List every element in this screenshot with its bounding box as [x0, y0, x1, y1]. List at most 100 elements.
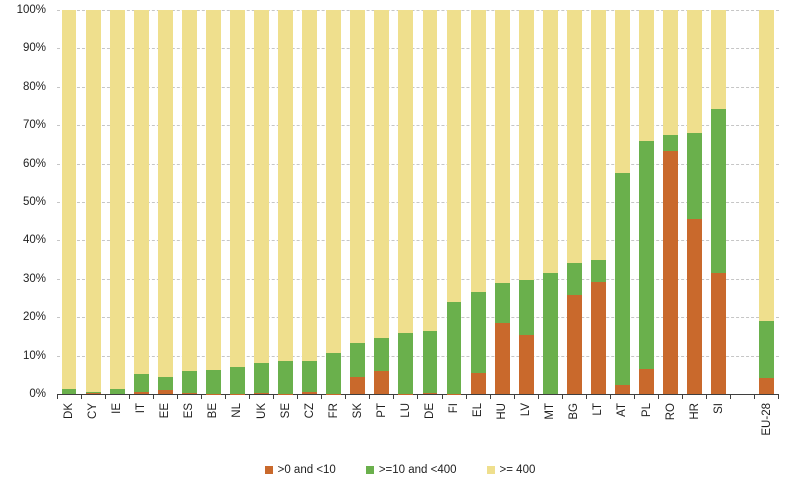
- gridline-60pct: [57, 163, 779, 165]
- x-tick-label-es: ES: [183, 403, 196, 419]
- segment-fr-series-2: [326, 10, 342, 353]
- segment-ee-series-2: [157, 10, 173, 377]
- bar-slot-cz: CZ: [298, 10, 323, 418]
- bar-slot-lv: LV: [514, 10, 539, 416]
- gridline-20pct: [57, 317, 779, 319]
- bar-slot-se: SE: [274, 10, 299, 418]
- segment-at-series-0: [615, 385, 630, 394]
- segment-cy-series-0: [85, 393, 101, 394]
- segment-hr-series-1: [687, 132, 703, 219]
- segment-es-series-2: [181, 10, 197, 371]
- gridline-50pct: [57, 202, 779, 203]
- segment-mt-series-1: [542, 273, 558, 394]
- segment-es-series-0: [181, 392, 197, 394]
- bar-slot-uk: UK: [250, 10, 275, 419]
- bar-fr: [326, 10, 342, 394]
- segment-cz-series-1: [302, 360, 318, 393]
- segment-eu-28-series-2: [759, 10, 775, 322]
- segment-lv-series-0: [518, 335, 534, 394]
- segment-pt-series-0: [374, 370, 390, 394]
- x-tick-label-lu: LU: [399, 403, 412, 418]
- bar-slot-mt: MT: [538, 10, 563, 420]
- bar-be: [205, 10, 221, 394]
- bar-slot-sk: SK: [346, 10, 371, 418]
- bar-slot-hu: HU: [490, 10, 515, 420]
- x-tick-label-bg: BG: [568, 403, 581, 420]
- segment-el-series-2: [470, 10, 486, 293]
- y-tick-label: 0%: [29, 388, 46, 400]
- segment-se-series-1: [278, 361, 294, 394]
- bar-series-container: DK CY IE IT EE ES BE NL UK SE CZ FR SK PT LU DE FI EL HU LV…: [57, 10, 780, 436]
- x-tick-label-se: SE: [279, 403, 292, 419]
- segment-pl-series-0: [639, 369, 654, 394]
- segment-nl-series-2: [230, 10, 245, 367]
- legend-label: >0 and <10: [277, 464, 336, 476]
- legend: >0 and <10 >=10 and <400 >= 400: [0, 464, 800, 476]
- segment-pl-series-1: [639, 141, 654, 370]
- segment-hu-series-2: [494, 10, 510, 284]
- legend-label: >=10 and <400: [378, 464, 457, 476]
- segment-fi-series-1: [446, 301, 462, 394]
- bar-slot-cy: CY: [81, 10, 106, 419]
- segment-el-series-1: [470, 292, 486, 373]
- segment-bg-series-0: [566, 295, 582, 394]
- segment-hr-series-0: [687, 218, 703, 394]
- segment-lv-series-1: [518, 279, 534, 336]
- bar-slot-at: AT: [610, 10, 636, 417]
- bar-uk: [254, 10, 269, 394]
- bar-slot-ie: IE: [105, 10, 130, 414]
- bar-slot-ro: RO: [659, 10, 684, 420]
- segment-fr-series-1: [326, 352, 342, 394]
- segment-be-series-2: [205, 10, 221, 370]
- segment-dk-series-2: [61, 10, 77, 390]
- bar-de: [422, 10, 438, 394]
- bar-ee: [157, 10, 173, 394]
- bar-slot-pl: PL: [635, 10, 660, 417]
- gridline-30pct: [57, 278, 779, 280]
- segment-ee-series-0: [157, 390, 173, 394]
- x-tick-label-hu: HU: [496, 403, 509, 420]
- segment-de-series-1: [422, 331, 438, 394]
- segment-at-series-2: [615, 10, 630, 174]
- segment-ro-series-2: [663, 10, 679, 136]
- segment-eu-28-series-0: [759, 378, 775, 394]
- bar-ro: [663, 10, 679, 394]
- legend-item-1: >=10 and <400: [365, 464, 457, 476]
- plot-area: DK CY IE IT EE ES BE NL UK SE CZ FR SK PT LU DE FI EL HU LV…: [57, 10, 780, 436]
- bar-lv: [518, 10, 534, 394]
- legend-item-0: >0 and <10: [264, 464, 336, 476]
- segment-cy-series-1: [85, 392, 101, 394]
- segment-lu-series-2: [398, 10, 414, 334]
- segment-se-series-2: [278, 10, 294, 362]
- y-axis-labels: 100% 90% 80% 70% 60% 50% 40% 30% 20% 10% 0%: [0, 4, 50, 400]
- segment-hu-series-0: [494, 322, 510, 394]
- x-tick-label-be: BE: [207, 403, 220, 419]
- bar-lu: [398, 10, 414, 394]
- segment-ie-series-2: [109, 10, 125, 390]
- bar-pt: [374, 10, 390, 394]
- segment-ro-series-1: [663, 135, 679, 152]
- bar-slot-pt: PT: [370, 10, 395, 418]
- segment-de-series-0: [422, 393, 438, 394]
- x-tick-label-lt: LT: [592, 403, 605, 416]
- segment-dk-series-1: [61, 389, 77, 394]
- segment-be-series-1: [205, 369, 221, 394]
- bar-slot-el: EL: [466, 10, 491, 417]
- bar-slot-fi: FI: [442, 10, 467, 413]
- segment-es-series-1: [181, 370, 197, 393]
- segment-ro-series-0: [663, 151, 679, 394]
- x-tick-label-el: EL: [472, 403, 485, 418]
- bar-slot-ee: EE: [153, 10, 178, 418]
- segment-sk-series-1: [350, 342, 366, 378]
- bar-slot-si: SI: [707, 10, 732, 414]
- segment-lt-series-0: [590, 282, 606, 394]
- y-tick-label: 100%: [16, 4, 46, 16]
- segment-si-series-1: [711, 109, 727, 274]
- segment-lt-series-2: [590, 10, 606, 260]
- bar-se: [278, 10, 294, 394]
- segment-cz-series-2: [302, 10, 318, 361]
- segment-pl-series-2: [639, 10, 654, 142]
- legend-swatch-icon: [365, 466, 374, 474]
- x-tick-label-fr: FR: [327, 403, 340, 419]
